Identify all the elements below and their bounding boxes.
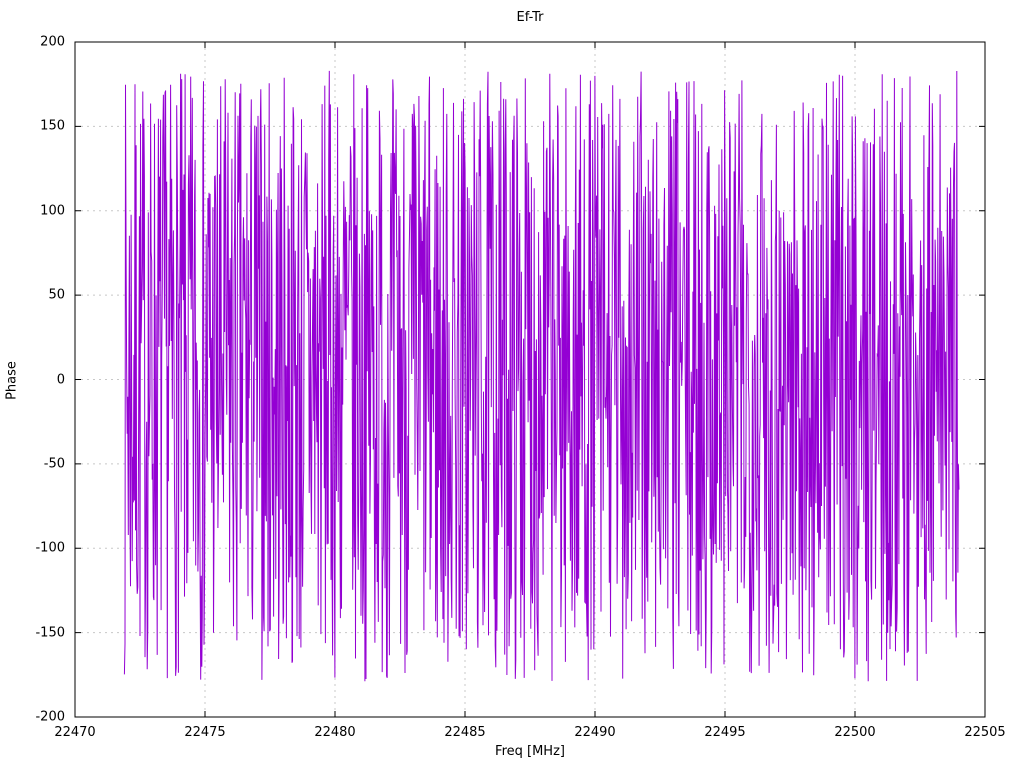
y-tick-label: -50 <box>43 456 65 472</box>
x-tick-label: 22505 <box>964 725 1006 740</box>
phase-trace <box>123 70 960 682</box>
chart-title: Ef-Tr <box>516 10 544 25</box>
y-tick-label: 150 <box>40 118 65 134</box>
y-axis-label: Phase <box>4 361 20 400</box>
x-tick-label: 22485 <box>444 725 486 740</box>
x-tick-label: 22475 <box>184 725 226 740</box>
x-tick-label: 22470 <box>54 725 96 740</box>
y-tick-label: 100 <box>40 203 65 219</box>
y-tick-label: 0 <box>56 372 65 387</box>
x-tick-label: 22495 <box>704 725 746 740</box>
x-tick-label: 22490 <box>574 725 616 740</box>
x-tick-label: 22500 <box>834 725 876 740</box>
y-tick-label: 200 <box>40 34 65 50</box>
x-tick-label: 22480 <box>314 725 356 740</box>
y-tick-label: -200 <box>35 709 65 725</box>
plot-border <box>74 41 986 718</box>
y-tick-label: 50 <box>48 287 65 303</box>
x-axis-label: Freq [MHz] <box>495 744 565 759</box>
y-tick-label: -150 <box>35 625 65 641</box>
y-tick-label: -100 <box>35 540 65 556</box>
